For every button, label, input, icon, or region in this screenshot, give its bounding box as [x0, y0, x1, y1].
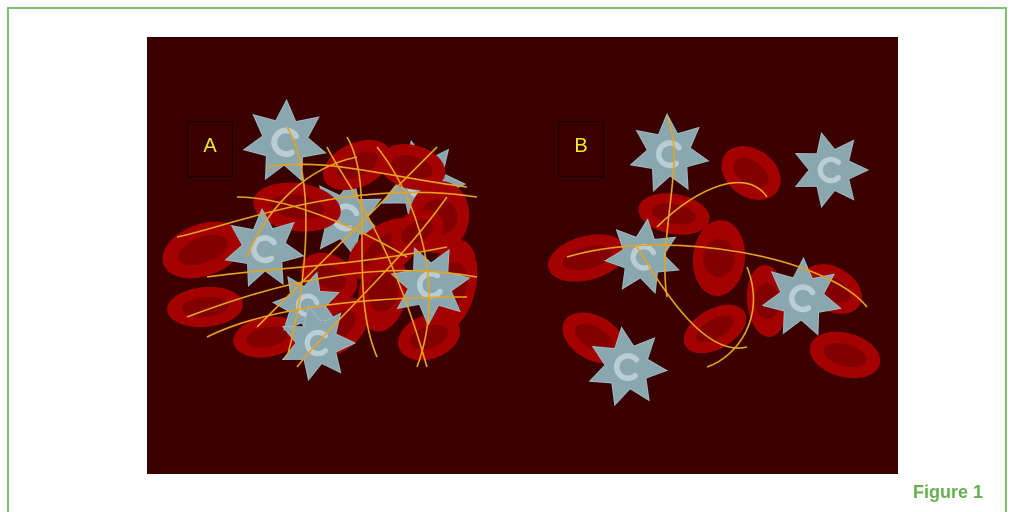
fibrin-strand	[236, 196, 408, 258]
red-blood-cell	[809, 331, 881, 379]
fibrin-strand	[296, 196, 448, 368]
platelet-cell	[629, 112, 710, 192]
fibrin-strand	[656, 181, 768, 228]
red-blood-cell	[683, 304, 747, 354]
platelet-cell	[588, 326, 669, 407]
fibrin-strand	[566, 244, 868, 308]
fibrin-strand	[186, 269, 478, 318]
red-blood-cell	[721, 146, 781, 200]
illustration-panel: A B	[147, 37, 898, 474]
panel-label-a-text: A	[203, 135, 217, 157]
fibrin-strand	[206, 246, 448, 278]
fibrin-strand	[266, 163, 468, 188]
fibrin-strand	[636, 246, 748, 349]
panel-label-a: A	[187, 121, 233, 177]
platelet-cell	[242, 98, 327, 182]
fibrin-strand	[176, 191, 478, 238]
fibrin-strand	[286, 126, 307, 358]
fibrin-strand	[376, 146, 430, 368]
figure-caption: Figure 1	[912, 482, 983, 502]
red-blood-cell	[638, 193, 710, 235]
red-blood-cell	[547, 234, 627, 282]
platelet-cell	[390, 247, 471, 327]
clot-illustration	[162, 98, 881, 407]
platelet-cell	[794, 131, 870, 209]
fibrin-strand	[706, 266, 755, 368]
figure-frame: A B Figure 1	[7, 7, 1007, 512]
platelet-cell	[224, 207, 305, 287]
fibrin-strand	[326, 146, 428, 368]
platelet-cell	[761, 256, 842, 336]
fibrin-strand	[246, 156, 358, 258]
panel-label-b-text: B	[574, 135, 588, 157]
fibrin-strand	[664, 116, 675, 298]
red-blood-cell	[167, 286, 243, 328]
panel-a-aggregated-clot	[162, 98, 478, 382]
fibrin-strand	[256, 146, 438, 328]
panel-b-dispersed-cells	[547, 112, 881, 407]
panel-label-b: B	[558, 121, 604, 177]
platelet-cell	[281, 304, 357, 382]
